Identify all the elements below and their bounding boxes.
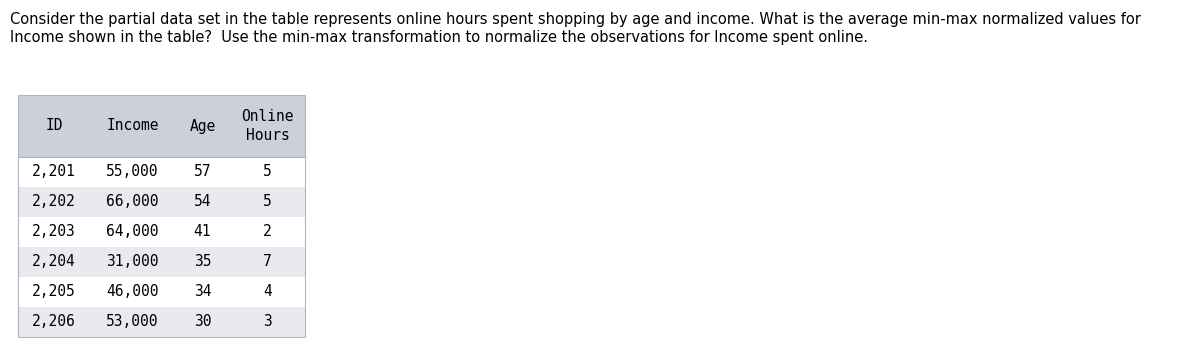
Text: Income: Income: [107, 119, 158, 134]
Bar: [18, 95, 305, 157]
Bar: [18, 217, 305, 247]
Text: Consider the partial data set in the table represents online hours spent shoppin: Consider the partial data set in the tab…: [10, 12, 1141, 27]
Text: 30: 30: [193, 315, 211, 330]
Text: 2: 2: [263, 225, 272, 240]
Text: 34: 34: [193, 285, 211, 300]
Text: 46,000: 46,000: [107, 285, 158, 300]
Text: 31,000: 31,000: [107, 255, 158, 270]
Text: Age: Age: [190, 119, 216, 134]
Text: 54: 54: [193, 195, 211, 210]
Text: 7: 7: [263, 255, 272, 270]
Text: 4: 4: [263, 285, 272, 300]
Text: 2,202: 2,202: [32, 195, 76, 210]
Text: 53,000: 53,000: [107, 315, 158, 330]
Text: 64,000: 64,000: [107, 225, 158, 240]
Bar: [18, 95, 305, 337]
Bar: [18, 277, 305, 307]
Text: 35: 35: [193, 255, 211, 270]
Text: 5: 5: [263, 165, 272, 180]
Text: 55,000: 55,000: [107, 165, 158, 180]
Text: 41: 41: [193, 225, 211, 240]
Bar: [18, 187, 305, 217]
Text: 5: 5: [263, 195, 272, 210]
Text: 2,205: 2,205: [32, 285, 76, 300]
Text: 2,201: 2,201: [32, 165, 76, 180]
Text: 2,203: 2,203: [32, 225, 76, 240]
Bar: [18, 157, 305, 187]
Text: ID: ID: [46, 119, 62, 134]
Bar: [18, 307, 305, 337]
Text: 57: 57: [193, 165, 211, 180]
Text: 2,206: 2,206: [32, 315, 76, 330]
Text: Income shown in the table?  Use the min-max transformation to normalize the obse: Income shown in the table? Use the min-m…: [10, 30, 868, 45]
Text: Online
Hours: Online Hours: [241, 109, 294, 144]
Text: 3: 3: [263, 315, 272, 330]
Text: 66,000: 66,000: [107, 195, 158, 210]
Bar: [18, 247, 305, 277]
Text: 2,204: 2,204: [32, 255, 76, 270]
